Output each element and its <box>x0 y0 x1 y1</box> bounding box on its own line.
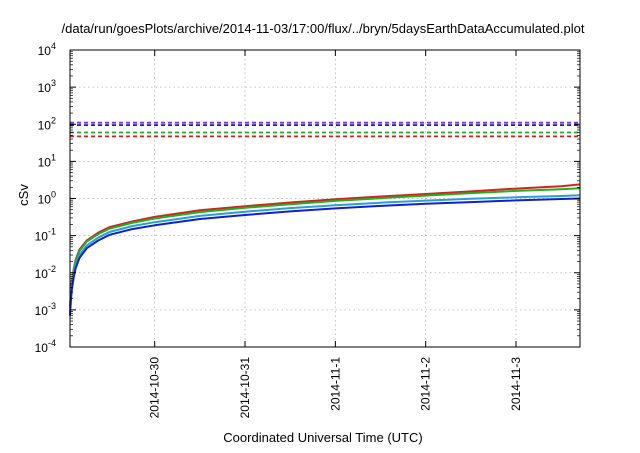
x-tick-label: 2014-11-1 <box>328 357 342 411</box>
x-axis-label: Coordinated Universal Time (UTC) <box>223 430 422 445</box>
y-tick-label: 10-2 <box>35 264 56 281</box>
y-axis-label: cSv <box>16 184 31 206</box>
y-tick-label: 101 <box>38 152 56 169</box>
y-tick-label: 102 <box>38 115 56 132</box>
series-group <box>69 121 581 316</box>
y-tick-label: 104 <box>38 41 56 58</box>
series-line <box>69 197 581 316</box>
x-tick-label: 2014-10-30 <box>148 357 162 419</box>
x-tick-label: 2014-11-2 <box>419 357 433 411</box>
plot-frame <box>69 49 581 348</box>
y-tick-label: 10-4 <box>35 338 56 355</box>
chart-title: /data/run/goesPlots/archive/2014-11-03/1… <box>62 21 585 36</box>
x-tick-label: 2014-11-3 <box>509 357 523 411</box>
y-tick-label: 103 <box>38 78 56 95</box>
series-line <box>69 183 581 307</box>
y-tick-label: 100 <box>38 190 56 207</box>
y-tick-label: 10-1 <box>35 227 56 244</box>
x-tick-label: 2014-10-31 <box>238 357 252 419</box>
y-tick-label: 10-3 <box>35 301 56 318</box>
series-line <box>69 194 581 312</box>
